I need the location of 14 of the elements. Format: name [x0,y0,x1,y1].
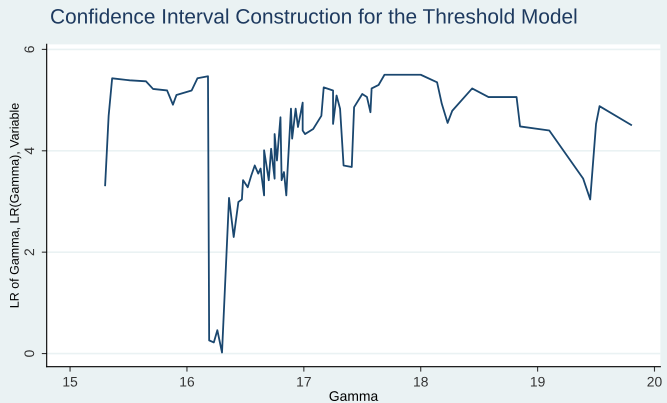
y-tick-label: 6 [24,46,34,53]
x-axis-title: Gamma [330,391,378,401]
x-tick-label: 20 [647,376,662,387]
y-tick-label: 2 [24,249,34,256]
y-axis-title: LR of Gamma, LR(Gamma), Variable [10,103,22,308]
chart-title: Confidence Interval Construction for the Threshold Model [51,8,576,24]
x-tick-label: 15 [63,376,78,387]
x-tick-label: 16 [180,376,194,387]
x-tick-label: 17 [297,376,311,387]
line-series [104,74,632,354]
y-tick-label: 0 [24,350,34,357]
y-tick-label: 4 [24,147,34,154]
x-tick-label: 19 [530,376,545,387]
x-tick-label: 18 [414,376,428,387]
